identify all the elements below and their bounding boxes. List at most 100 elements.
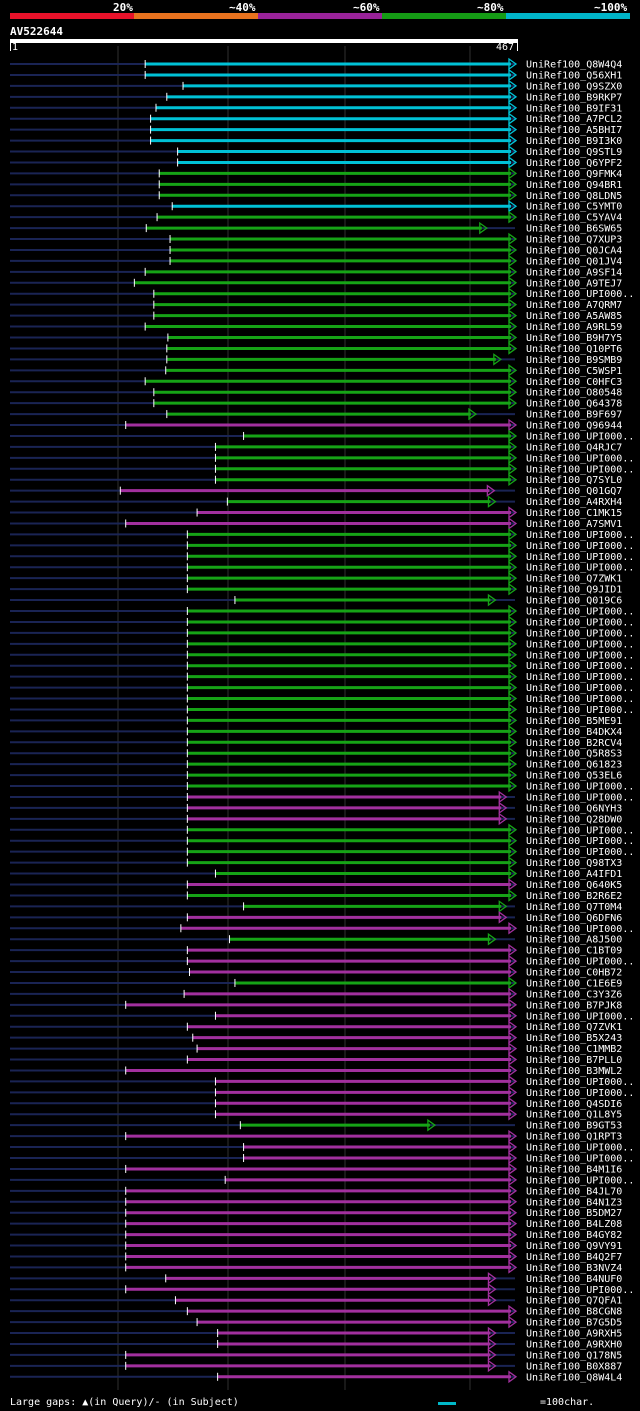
- alignment-row[interactable]: UniRef100_Q56XH1: [10, 68, 622, 82]
- alignment-row[interactable]: UniRef100_B2RCV4: [10, 736, 622, 749]
- alignment-row[interactable]: UniRef100_UPI000..: [10, 1173, 634, 1187]
- alignment-row[interactable]: UniRef100_UPI000..: [10, 539, 634, 552]
- alignment-row[interactable]: UniRef100_UPI000..: [10, 451, 634, 465]
- alignment-row[interactable]: UniRef100_Q96944: [10, 418, 622, 432]
- alignment-row[interactable]: UniRef100_A9RL59: [10, 320, 622, 334]
- alignment-row[interactable]: UniRef100_B7PLL0: [10, 1053, 622, 1067]
- alignment-row[interactable]: UniRef100_A5BHI7: [10, 123, 622, 137]
- alignment-row[interactable]: UniRef100_C1BT09: [10, 943, 622, 957]
- alignment-row[interactable]: UniRef100_UPI000..: [10, 823, 634, 837]
- alignment-row[interactable]: UniRef100_UPI000..: [10, 287, 634, 301]
- alignment-row[interactable]: UniRef100_Q53EL6: [10, 768, 622, 782]
- alignment-row[interactable]: UniRef100_UPI000..: [10, 670, 634, 684]
- alignment-row[interactable]: UniRef100_Q8LDN5: [10, 189, 622, 202]
- alignment-row[interactable]: UniRef100_Q7T0M4: [10, 900, 622, 913]
- alignment-row[interactable]: UniRef100_Q98TX3: [10, 856, 622, 870]
- alignment-row[interactable]: UniRef100_Q9SZX0: [10, 79, 622, 93]
- alignment-row[interactable]: UniRef100_Q4SDI6: [10, 1097, 622, 1110]
- alignment-row[interactable]: UniRef100_B5X243: [10, 1031, 622, 1045]
- alignment-row[interactable]: UniRef100_B9SMB9: [10, 353, 622, 366]
- alignment-row[interactable]: UniRef100_B9IF31: [10, 101, 622, 115]
- alignment-row[interactable]: UniRef100_UPI000..: [10, 779, 634, 793]
- alignment-row[interactable]: UniRef100_UPI000..: [10, 790, 634, 804]
- alignment-row[interactable]: UniRef100_Q7XUP3: [10, 232, 622, 246]
- alignment-row[interactable]: UniRef100_UPI000..: [10, 954, 634, 968]
- alignment-row[interactable]: UniRef100_Q178N5: [10, 1348, 622, 1362]
- alignment-row[interactable]: UniRef100_UPI000..: [10, 604, 634, 618]
- alignment-row[interactable]: UniRef100_UPI000..: [10, 462, 634, 476]
- alignment-row[interactable]: UniRef100_C5YAV4: [10, 210, 622, 224]
- alignment-row[interactable]: UniRef100_A9RXH5: [10, 1326, 622, 1340]
- alignment-row[interactable]: UniRef100_B3MWL2: [10, 1064, 622, 1077]
- alignment-row[interactable]: UniRef100_B0X887: [10, 1359, 622, 1373]
- alignment-row[interactable]: UniRef100_B4M1I6: [10, 1162, 622, 1176]
- alignment-row[interactable]: UniRef100_UPI000..: [10, 626, 634, 640]
- alignment-row[interactable]: UniRef100_Q94BR1: [10, 178, 622, 191]
- alignment-row[interactable]: UniRef100_A9TEJ7: [10, 276, 622, 290]
- alignment-row[interactable]: UniRef100_Q7SYL0: [10, 473, 622, 487]
- alignment-row[interactable]: UniRef100_UPI000..: [10, 703, 634, 716]
- alignment-row[interactable]: UniRef100_B7G5D5: [10, 1315, 622, 1329]
- alignment-row[interactable]: UniRef100_B4NUF0: [10, 1272, 622, 1285]
- alignment-row[interactable]: UniRef100_Q640K5: [10, 878, 622, 892]
- alignment-row[interactable]: UniRef100_C1MK15: [10, 506, 622, 519]
- alignment-row[interactable]: UniRef100_Q10PT6: [10, 342, 622, 355]
- alignment-row[interactable]: UniRef100_Q1L8Y5: [10, 1107, 622, 1121]
- alignment-row[interactable]: UniRef100_B9H7Y5: [10, 331, 622, 345]
- alignment-row[interactable]: UniRef100_C1E6E9: [10, 976, 622, 990]
- alignment-row[interactable]: UniRef100_A9SF14: [10, 265, 622, 279]
- alignment-row[interactable]: UniRef100_C0HFC3: [10, 374, 622, 388]
- alignment-row[interactable]: UniRef100_B6SW65: [10, 221, 622, 235]
- alignment-row[interactable]: UniRef100_B4N1Z3: [10, 1195, 622, 1209]
- alignment-row[interactable]: UniRef100_C5WSP1: [10, 364, 622, 377]
- alignment-row[interactable]: UniRef100_B4GY82: [10, 1228, 622, 1242]
- alignment-row[interactable]: UniRef100_Q019C6: [10, 593, 622, 607]
- alignment-row[interactable]: UniRef100_Q6DFN6: [10, 911, 622, 924]
- alignment-row[interactable]: UniRef100_C0HB72: [10, 965, 622, 979]
- alignment-row[interactable]: UniRef100_B5ME91: [10, 714, 622, 727]
- alignment-row[interactable]: UniRef100_UPI000..: [10, 528, 634, 541]
- alignment-row[interactable]: UniRef100_A7PCL2: [10, 112, 622, 126]
- alignment-row[interactable]: UniRef100_Q61823: [10, 757, 622, 771]
- alignment-row[interactable]: UniRef100_UPI000..: [10, 429, 634, 443]
- alignment-row[interactable]: UniRef100_B5DM27: [10, 1206, 622, 1220]
- alignment-row[interactable]: UniRef100_B9RKP7: [10, 90, 622, 104]
- alignment-row[interactable]: UniRef100_Q6NYH3: [10, 801, 622, 815]
- alignment-row[interactable]: UniRef100_Q8W4L4: [10, 1370, 622, 1384]
- alignment-row[interactable]: UniRef100_UPI000..: [10, 659, 634, 673]
- alignment-row[interactable]: UniRef100_B9GT53: [10, 1118, 622, 1132]
- alignment-row[interactable]: UniRef100_B9F697: [10, 407, 622, 421]
- alignment-row[interactable]: UniRef100_Q9FMK4: [10, 167, 622, 180]
- alignment-row[interactable]: UniRef100_B9I3K0: [10, 134, 622, 148]
- alignment-row[interactable]: UniRef100_C1MMB2: [10, 1042, 622, 1056]
- alignment-row[interactable]: UniRef100_Q9VY91: [10, 1239, 622, 1253]
- alignment-row[interactable]: UniRef100_B4JL70: [10, 1184, 622, 1198]
- alignment-row[interactable]: UniRef100_UPI000..: [10, 834, 634, 848]
- alignment-row[interactable]: UniRef100_UPI000..: [10, 550, 634, 563]
- alignment-row[interactable]: UniRef100_Q9STL9: [10, 145, 622, 159]
- alignment-row[interactable]: UniRef100_C3Y3Z6: [10, 987, 622, 1001]
- alignment-row[interactable]: UniRef100_Q7ZVK1: [10, 1020, 622, 1034]
- alignment-row[interactable]: UniRef100_UPI000..: [10, 615, 634, 629]
- alignment-row[interactable]: UniRef100_C5YMT0: [10, 199, 622, 213]
- alignment-row[interactable]: UniRef100_Q7QFA1: [10, 1293, 622, 1307]
- alignment-row[interactable]: UniRef100_UPI000..: [10, 1140, 634, 1154]
- alignment-row[interactable]: UniRef100_UPI000..: [10, 1151, 634, 1165]
- alignment-row[interactable]: UniRef100_A7SMV1: [10, 517, 622, 530]
- alignment-row[interactable]: UniRef100_UPI000..: [10, 1075, 634, 1088]
- alignment-row[interactable]: UniRef100_Q4RJC7: [10, 440, 622, 454]
- alignment-row[interactable]: UniRef100_Q6YPF2: [10, 156, 622, 169]
- alignment-row[interactable]: UniRef100_A4RXH4: [10, 495, 622, 509]
- alignment-row[interactable]: UniRef100_UPI000..: [10, 681, 634, 695]
- alignment-row[interactable]: UniRef100_UPI000..: [10, 1283, 634, 1296]
- alignment-row[interactable]: UniRef100_UPI000..: [10, 648, 634, 662]
- alignment-row[interactable]: UniRef100_Q1RPT3: [10, 1129, 622, 1143]
- alignment-row[interactable]: UniRef100_Q8W4Q4: [10, 57, 622, 71]
- alignment-row[interactable]: UniRef100_UPI000..: [10, 692, 634, 706]
- alignment-row[interactable]: UniRef100_O80548: [10, 385, 622, 399]
- alignment-row[interactable]: UniRef100_Q5R8S3: [10, 746, 622, 760]
- alignment-row[interactable]: UniRef100_A7QRM7: [10, 298, 622, 312]
- alignment-row[interactable]: UniRef100_A4IFD1: [10, 867, 622, 881]
- alignment-row[interactable]: UniRef100_UPI000..: [10, 637, 634, 651]
- alignment-row[interactable]: UniRef100_Q28DW0: [10, 812, 622, 826]
